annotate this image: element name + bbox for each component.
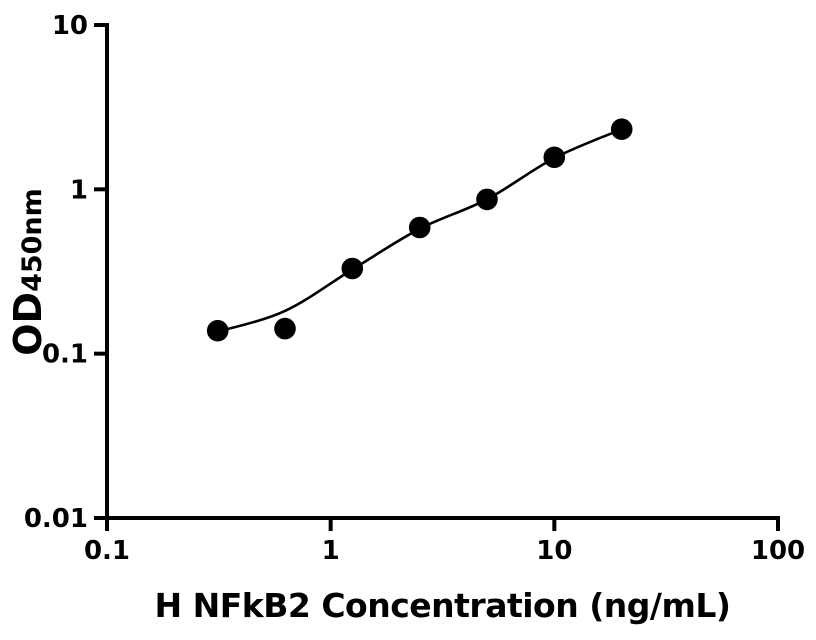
y-tick-label: 1 <box>70 175 88 205</box>
data-point <box>274 317 296 340</box>
axes <box>94 23 780 531</box>
x-tick-label: 100 <box>751 536 805 566</box>
data-point <box>341 257 364 280</box>
data-point <box>206 319 229 342</box>
data-point <box>476 188 498 211</box>
data-point <box>408 216 431 239</box>
data-point <box>543 146 566 169</box>
y-axis-title-main: OD <box>6 291 51 356</box>
x-tick-label: 1 <box>322 536 340 566</box>
x-tick-label: 0.1 <box>84 536 130 566</box>
x-axis-title: H NFkB2 Concentration (ng/mL) <box>154 586 731 625</box>
data-point <box>610 118 633 140</box>
data-points <box>206 118 633 342</box>
y-axis-title-text: OD450nm <box>6 187 51 356</box>
y-tick-label: 0.1 <box>42 340 88 370</box>
x-tick-label: 10 <box>536 536 572 566</box>
y-axis-title-subscript: 450nm <box>17 187 49 292</box>
y-axis-title: OD450nm <box>0 25 56 518</box>
x-axis <box>94 516 780 531</box>
y-tick-label: 10 <box>52 11 88 41</box>
y-tick-label: 0.01 <box>24 504 88 534</box>
y-axis <box>94 23 109 531</box>
